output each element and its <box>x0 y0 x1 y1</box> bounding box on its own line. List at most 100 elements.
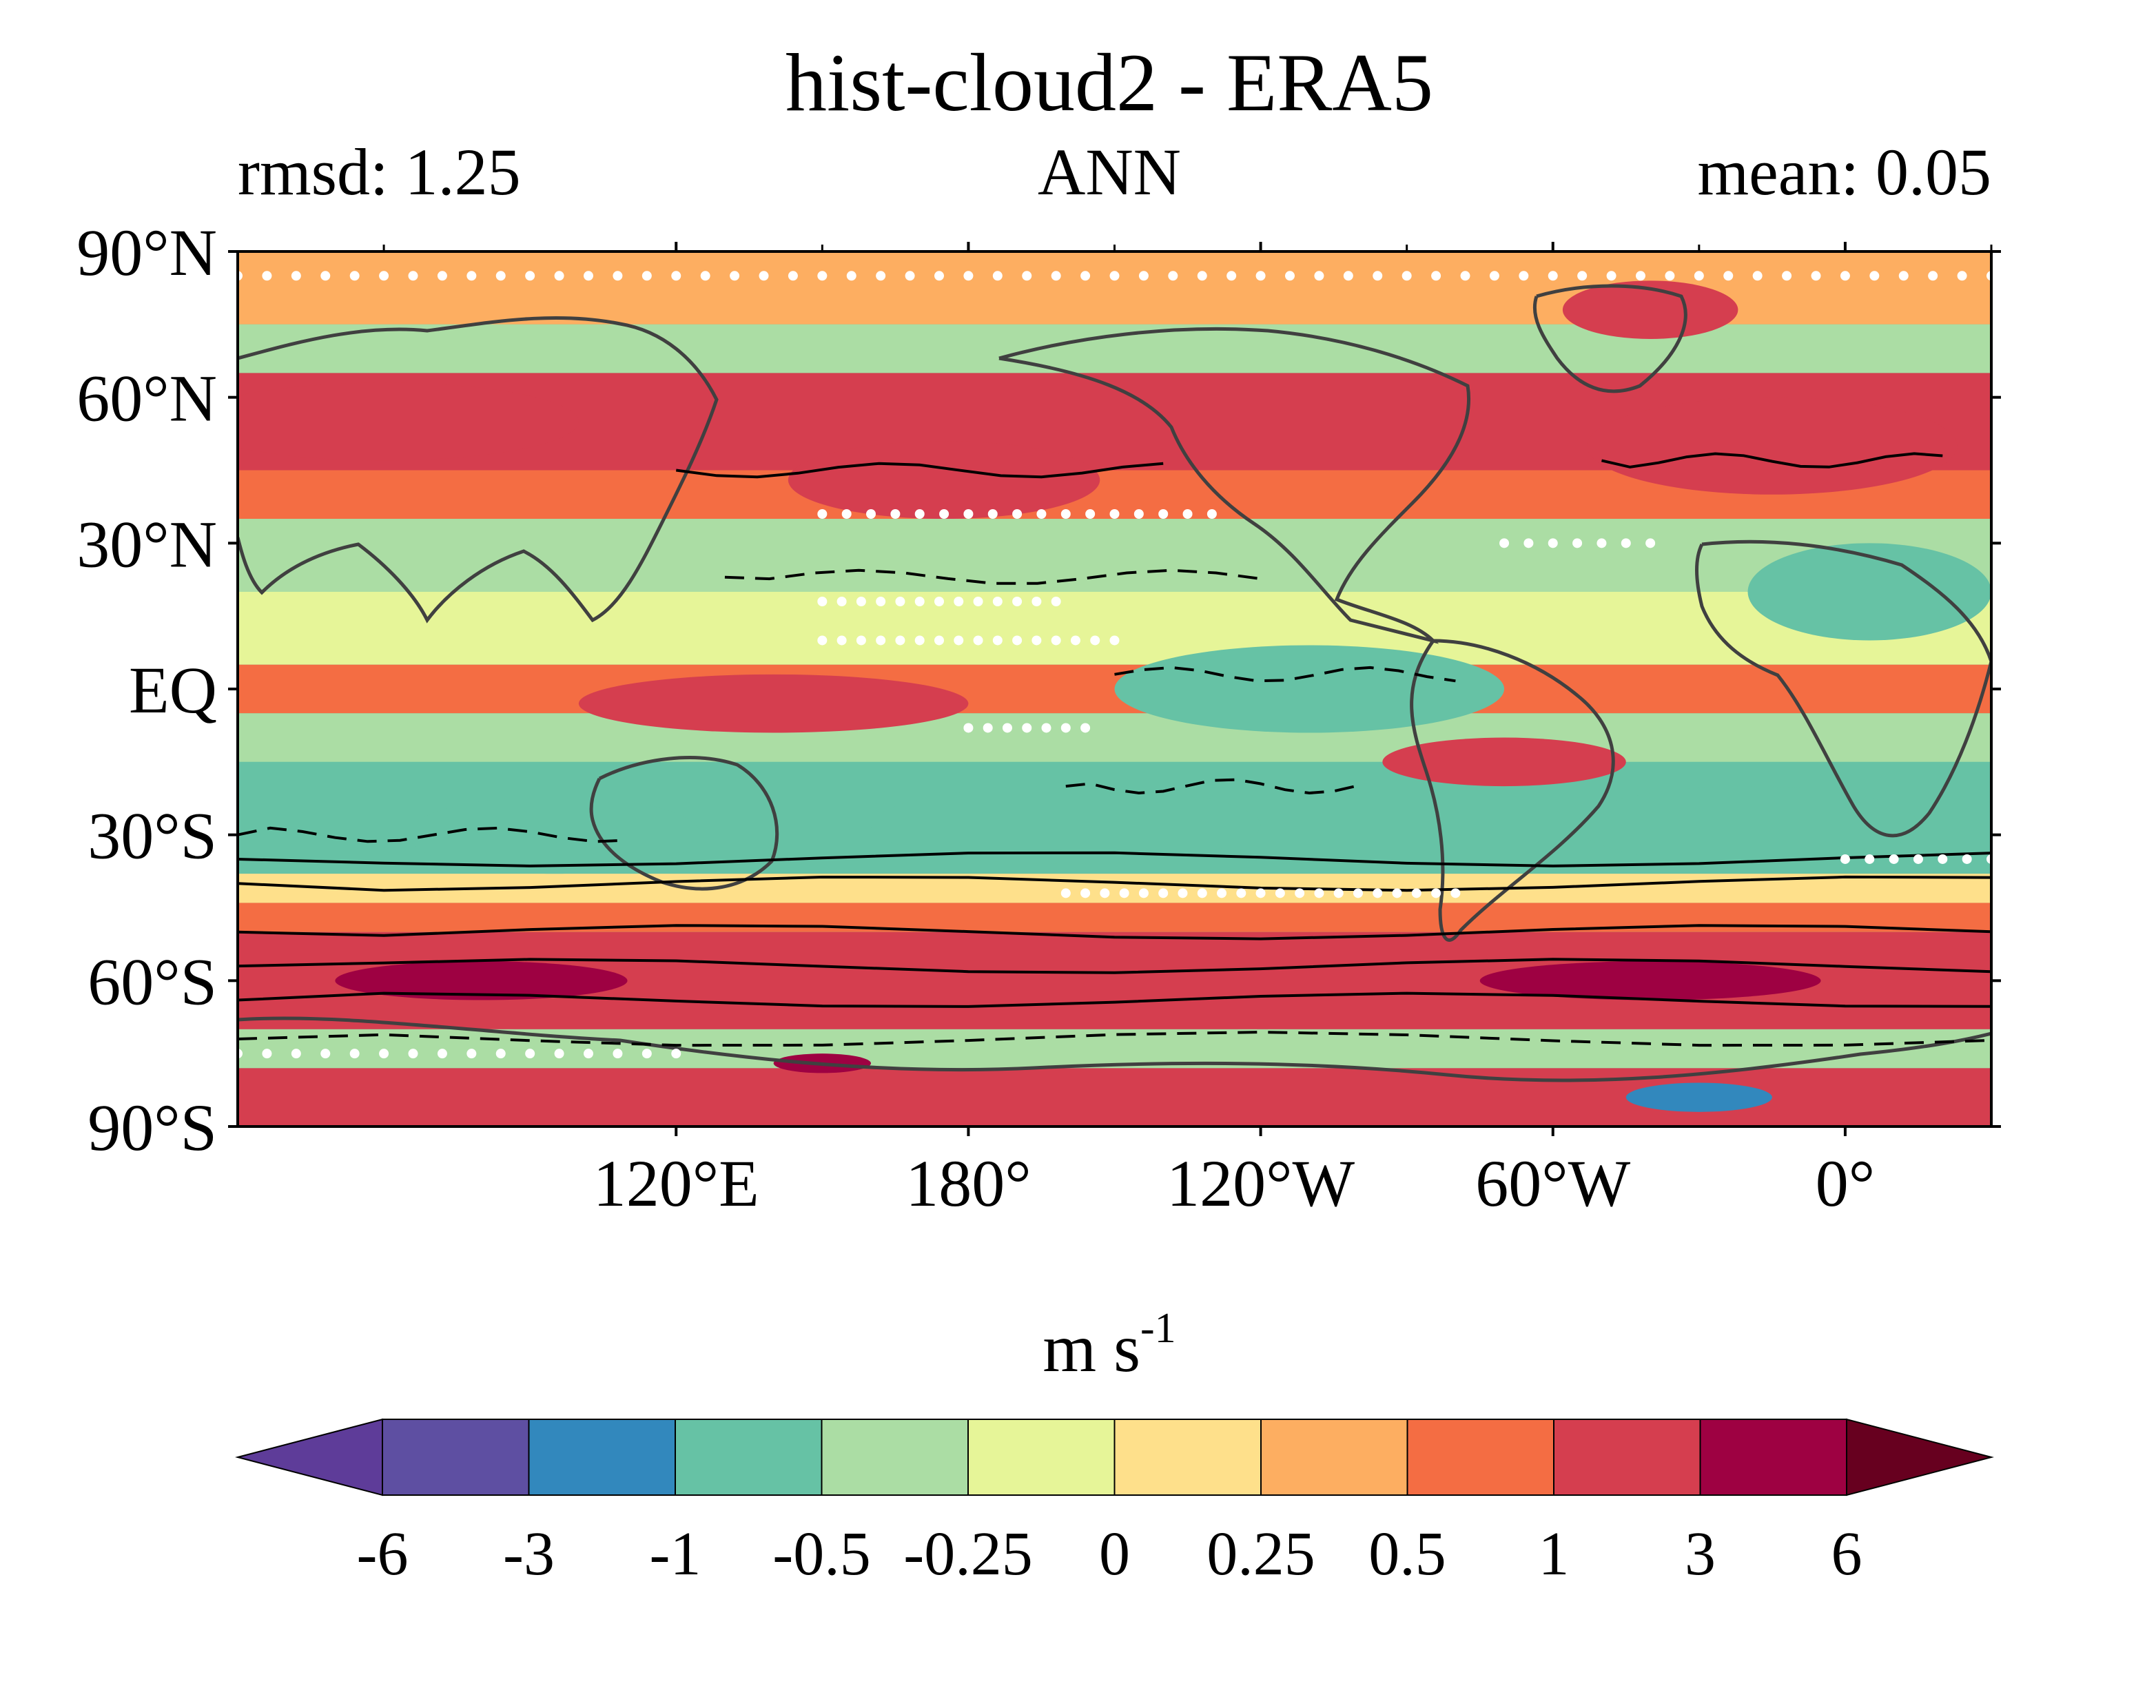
stipple-dot-66 <box>939 509 949 519</box>
contour-3 <box>1114 666 1456 683</box>
stipple-dot-44 <box>1519 271 1529 281</box>
stipple-dot-114 <box>1060 888 1071 898</box>
stipple-dot-74 <box>1133 509 1144 519</box>
stipple-dot-115 <box>1080 888 1091 898</box>
stipple-dot-96 <box>914 635 925 646</box>
stipple-dot-157 <box>466 1049 477 1059</box>
stipple-dot-38 <box>1343 271 1353 281</box>
stipple-dot-138 <box>1913 854 1923 864</box>
stipple-dot-56 <box>1869 271 1880 281</box>
stipple-dot-25 <box>963 271 974 281</box>
stipple-dot-147 <box>1621 538 1631 548</box>
coastline-africa <box>1695 539 1991 838</box>
stipple-dot-123 <box>1236 888 1246 898</box>
contour-4 <box>238 826 628 843</box>
stipple-dot-159 <box>525 1049 535 1059</box>
stipple-dot-22 <box>876 271 886 281</box>
stipple-dot-153 <box>349 1049 360 1059</box>
stipple-dot-122 <box>1217 888 1227 898</box>
lat-tick-label-0: 90°N <box>76 216 217 289</box>
stipple-dot-113 <box>1080 723 1091 733</box>
contour-7 <box>238 875 1991 892</box>
stipple-dot-61 <box>817 509 828 519</box>
stipple-dot-107 <box>963 723 974 733</box>
stipple-dot-97 <box>934 635 944 646</box>
stipple-dot-18 <box>759 271 769 281</box>
map-area <box>238 251 1991 1126</box>
stipple-dot-53 <box>1782 271 1792 281</box>
stipple-dot-42 <box>1460 271 1470 281</box>
stipple-dot-132 <box>1411 888 1421 898</box>
stipple-dot-155 <box>408 1049 418 1059</box>
stipple-dot-40 <box>1402 271 1412 281</box>
stipple-dot-139 <box>1938 854 1948 864</box>
colorbar-segment-8 <box>1553 1419 1701 1496</box>
stipple-dot-29 <box>1080 271 1091 281</box>
stipple-dot-13 <box>613 271 623 281</box>
lat-tick-label-1: 60°N <box>76 362 217 435</box>
colorbar-segment-7 <box>1406 1419 1554 1496</box>
anomaly-patches <box>238 280 1991 1112</box>
stipple-dot-134 <box>1450 888 1461 898</box>
stipple-dot-41 <box>1431 271 1441 281</box>
coastline-eurasia <box>238 316 719 624</box>
anomaly-patch-3 <box>1114 645 1505 733</box>
colorbar-units: m s-1 <box>1043 1305 1175 1386</box>
colorbar-units-label: m s-1 <box>1043 1305 1175 1386</box>
stipple-dot-94 <box>876 635 886 646</box>
colorbar-tick-label-2: -1 <box>650 1520 701 1588</box>
stipple-dot-9 <box>495 271 506 281</box>
anomaly-patch-9 <box>1382 737 1626 787</box>
contour-11 <box>238 1030 1991 1047</box>
stipple-dot-5 <box>379 271 389 281</box>
colorbar-segment-1 <box>528 1419 676 1496</box>
mean-label: mean: 0.05 <box>1697 135 1991 209</box>
coastline-antarctica <box>238 1016 1991 1082</box>
anomaly-patch-11 <box>1479 961 1821 1000</box>
colorbar-tick-label-0: -6 <box>357 1520 409 1588</box>
contour-9 <box>238 958 1991 974</box>
stipple-dot-69 <box>1012 509 1023 519</box>
colorbar-units-base: m s <box>1043 1310 1140 1386</box>
colorbar-tick-label-3: -0.5 <box>772 1520 870 1588</box>
stipple-dot-100 <box>992 635 1003 646</box>
stipple-dot-23 <box>905 271 915 281</box>
stipple-dot-45 <box>1548 271 1558 281</box>
colorbar-tick-label-7: 0.5 <box>1368 1520 1446 1588</box>
stipple-dot-78 <box>817 597 828 606</box>
lat-tick-label-2: 30°N <box>76 507 217 581</box>
stipple-dot-106 <box>1109 635 1120 646</box>
stipple-dot-105 <box>1090 635 1100 646</box>
colorbar-segment-2 <box>675 1419 823 1496</box>
colorbar-tick-label-4: -0.25 <box>903 1520 1032 1588</box>
stipple-dot-163 <box>641 1049 652 1059</box>
stipple-dot-162 <box>613 1049 623 1059</box>
stipple-dot-85 <box>954 597 964 606</box>
stipple-dot-160 <box>554 1049 564 1059</box>
anomaly-patch-10 <box>335 961 628 1000</box>
stipple-dot-24 <box>934 271 944 281</box>
stipple-dot-65 <box>914 509 925 519</box>
stipple-dot-121 <box>1197 888 1207 898</box>
stipple-dot-82 <box>895 597 905 606</box>
stipple-dot-109 <box>1002 723 1012 733</box>
stipple-dot-57 <box>1898 271 1909 281</box>
stipple-dot-11 <box>554 271 564 281</box>
stipple-dot-88 <box>1012 597 1023 606</box>
colorbar-segment-4 <box>967 1419 1116 1496</box>
stipple-dot-104 <box>1070 635 1080 646</box>
stipple-dot-54 <box>1811 271 1821 281</box>
anomaly-patch-7 <box>1577 786 1918 864</box>
colorbar-units-exponent: -1 <box>1140 1305 1176 1352</box>
stipple-dot-32 <box>1168 271 1178 281</box>
stipple-dot-30 <box>1109 271 1120 281</box>
lat-tick-label-6: 90°S <box>88 1091 217 1164</box>
stipple-dot-76 <box>1182 509 1193 519</box>
lon-tick-label-4: 0° <box>1816 1146 1875 1220</box>
stipple-dot-3 <box>320 271 331 281</box>
stipple-dot-10 <box>525 271 535 281</box>
stipple-dot-64 <box>890 509 901 519</box>
stipple-dot-59 <box>1957 271 1967 281</box>
stipple-dot-91 <box>817 635 828 646</box>
stipple-dot-154 <box>379 1049 389 1059</box>
